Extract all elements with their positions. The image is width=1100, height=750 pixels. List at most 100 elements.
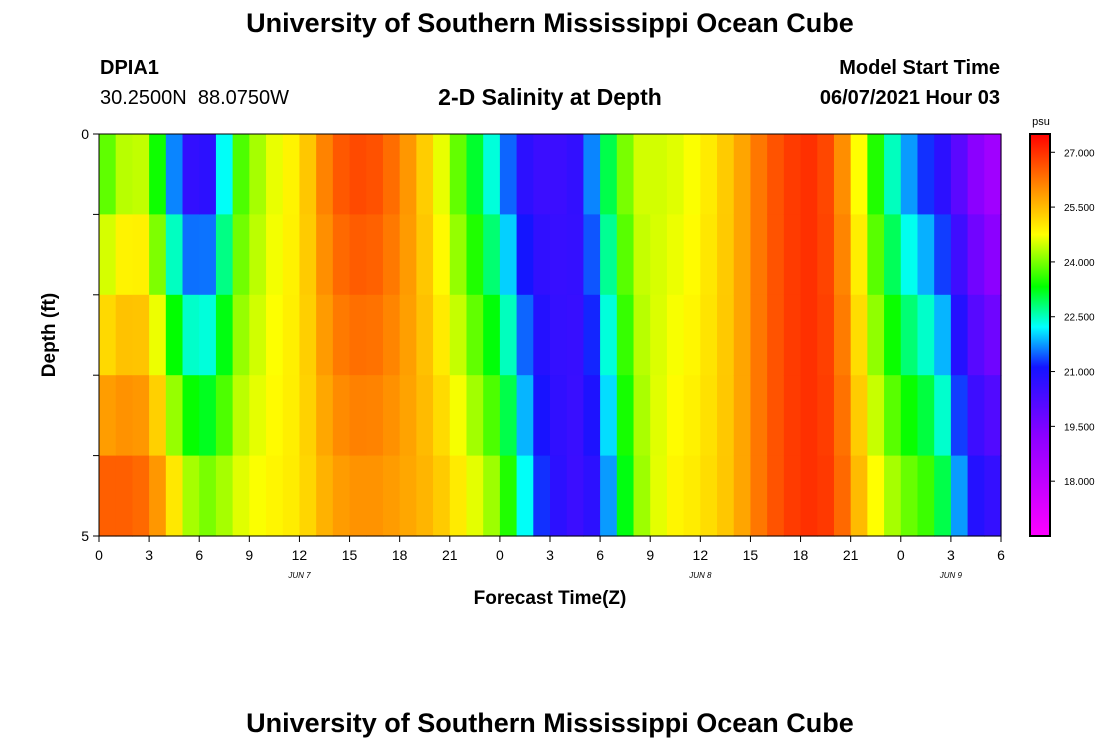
heatmap-cell: [382, 214, 401, 296]
heatmap-cell: [633, 214, 651, 296]
heatmap-cell: [366, 214, 384, 296]
heatmap-cell: [700, 375, 718, 457]
heatmap-cell: [833, 455, 852, 537]
heatmap-cell: [416, 375, 434, 457]
heatmap-cell: [683, 134, 701, 215]
heatmap-cell: [99, 134, 117, 215]
heatmap-cell: [382, 375, 401, 457]
heatmap-cell: [900, 375, 919, 457]
heatmap-cell: [182, 455, 200, 537]
heatmap-cell: [583, 294, 601, 376]
heatmap-cell: [115, 134, 133, 215]
heatmap-cell: [717, 214, 735, 296]
heatmap-cell: [282, 455, 301, 537]
heatmap-cell: [249, 375, 267, 457]
heatmap-cell: [199, 294, 217, 376]
heatmap-cell: [232, 214, 250, 296]
heatmap-cell: [149, 134, 167, 215]
y-tick-label: 0: [81, 126, 89, 142]
heatmap-cell: [366, 375, 384, 457]
heatmap-cell: [499, 214, 518, 296]
heatmap-cell: [850, 455, 868, 537]
heatmap-cell: [767, 455, 785, 537]
heatmap-cell: [633, 294, 651, 376]
heatmap-cell: [499, 134, 518, 215]
heatmap-cell: [199, 375, 217, 457]
heatmap-cell: [934, 134, 952, 215]
heatmap-cell: [316, 455, 334, 537]
heatmap-cell: [800, 294, 818, 376]
heatmap-cell: [633, 134, 651, 215]
date-label: JUN 9: [939, 571, 963, 580]
heatmap-cell: [767, 375, 785, 457]
heatmap-cell: [416, 294, 434, 376]
heatmap-cell: [399, 294, 417, 376]
heatmap-cell: [967, 455, 985, 537]
heatmap-cell: [583, 134, 601, 215]
heatmap-cell: [833, 375, 852, 457]
x-tick-label: 6: [997, 547, 1005, 563]
heatmap-cell: [600, 134, 618, 215]
heatmap-cell: [917, 134, 935, 215]
heatmap-cell: [332, 134, 351, 215]
x-tick-label: 18: [793, 547, 809, 563]
x-tick-label: 15: [342, 547, 358, 563]
heatmap-cell: [316, 214, 334, 296]
x-tick-label: 21: [843, 547, 859, 563]
heatmap-cell: [750, 134, 768, 215]
heatmap-cell: [215, 375, 234, 457]
heatmap-cell: [984, 375, 1002, 457]
heatmap-cell: [867, 214, 885, 296]
heatmap-cell: [700, 134, 718, 215]
heatmap-cell: [316, 294, 334, 376]
heatmap-cell: [583, 214, 601, 296]
heatmap-cell: [483, 375, 501, 457]
heatmap-cell: [516, 214, 534, 296]
heatmap-cell: [767, 214, 785, 296]
heatmap-cell: [215, 134, 234, 215]
heatmap-cell: [917, 294, 935, 376]
heatmap-cell: [850, 214, 868, 296]
heatmap-cell: [850, 294, 868, 376]
heatmap-cell: [900, 134, 919, 215]
heatmap-cell: [566, 375, 584, 457]
colorbar-tick-label: 19.500: [1064, 422, 1095, 433]
colorbar: [1029, 133, 1051, 537]
heatmap-cell: [934, 214, 952, 296]
heatmap-cell: [349, 134, 367, 215]
heatmap-cell: [366, 455, 384, 537]
heatmap-cell: [884, 294, 902, 376]
heatmap-cell: [666, 455, 685, 537]
heatmap-cell: [132, 375, 150, 457]
heatmap-cell: [800, 214, 818, 296]
heatmap-cell: [750, 375, 768, 457]
heatmap-cell: [683, 455, 701, 537]
heatmap-cell: [165, 294, 184, 376]
heatmap-cell: [917, 455, 935, 537]
x-tick-label: 15: [743, 547, 759, 563]
heatmap-cell: [99, 294, 117, 376]
heatmap-cell: [733, 294, 752, 376]
heatmap-cell: [449, 455, 468, 537]
heatmap-cell: [683, 294, 701, 376]
heatmap-cell: [833, 294, 852, 376]
x-tick-label: 3: [145, 547, 153, 563]
heatmap-cell: [382, 134, 401, 215]
heatmap-cell: [800, 455, 818, 537]
heatmap-cell: [533, 455, 551, 537]
heatmap-cell: [449, 134, 468, 215]
heatmap-cell: [449, 294, 468, 376]
heatmap-cell: [99, 455, 117, 537]
colorbar-tick-label: 18.000: [1064, 477, 1095, 488]
heatmap-cell: [633, 375, 651, 457]
heatmap-cell: [399, 375, 417, 457]
heatmap-cell: [516, 455, 534, 537]
heatmap-cell: [215, 214, 234, 296]
heatmap-cell: [633, 455, 651, 537]
heatmap-cell: [99, 214, 117, 296]
heatmap-cell: [666, 294, 685, 376]
heatmap-cell: [149, 455, 167, 537]
heatmap-cell: [884, 134, 902, 215]
heatmap-cell: [99, 375, 117, 457]
heatmap-cell: [767, 294, 785, 376]
